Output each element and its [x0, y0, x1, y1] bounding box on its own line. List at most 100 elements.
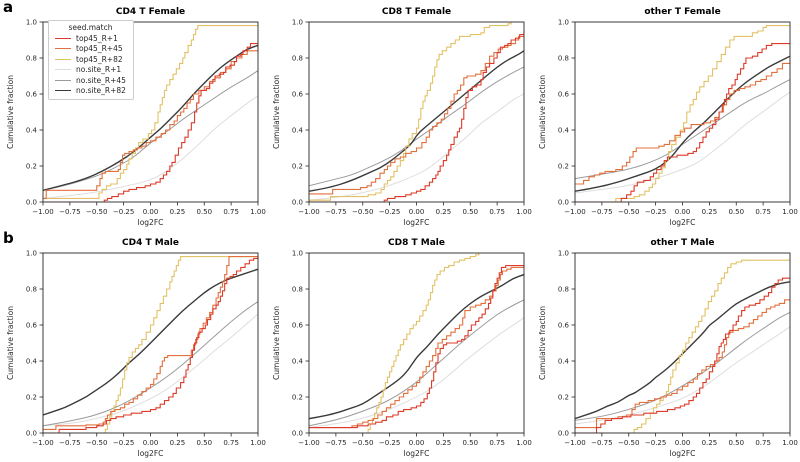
svg-text:−1.00: −1.00: [32, 208, 53, 216]
panel-other-t-male: other T Male −1.00 −0.75 −0.50 −0.25 0.00 0.25…: [533, 231, 799, 462]
svg-text:0.75: 0.75: [755, 439, 771, 447]
svg-text:1.0: 1.0: [558, 18, 569, 26]
svg-text:−0.50: −0.50: [86, 439, 107, 447]
axis-ticks: −1.00 −0.75 −0.50 −0.25 0.00 0.25 0.50 0.75 1.00…: [292, 18, 532, 216]
series-no.site_R+45: [309, 66, 524, 187]
series-top45_R+45: [575, 59, 790, 185]
svg-text:0.00: 0.00: [409, 208, 425, 216]
svg-text:1.00: 1.00: [250, 208, 266, 216]
plot-border: [574, 252, 791, 434]
legend-item-nosite-r45: no.site_R+45: [55, 75, 126, 86]
svg-text:0.75: 0.75: [489, 208, 505, 216]
svg-text:0.6: 0.6: [558, 90, 570, 98]
series-no.site_R+82: [309, 50, 524, 192]
svg-text:−0.25: −0.25: [379, 439, 400, 447]
svg-text:−0.75: −0.75: [591, 439, 612, 447]
svg-text:1.0: 1.0: [292, 249, 303, 257]
series-lines: [575, 259, 790, 433]
svg-text:0.4: 0.4: [292, 126, 304, 134]
legend-seed-match: seed.match top45_R+1 top45_R+45 top45_R+…: [48, 20, 134, 100]
legend-line-nosite-r45-icon: [55, 79, 71, 81]
series-no.site_R+82: [575, 55, 790, 192]
svg-text:0.50: 0.50: [196, 439, 212, 447]
svg-text:1.00: 1.00: [250, 439, 266, 447]
svg-text:0.4: 0.4: [558, 126, 570, 134]
svg-text:0.25: 0.25: [702, 208, 718, 216]
panel-cd4-t-male: CD4 T Male −1.00 −0.75 −0.50 −0.25 0.00 0.25 0.…: [1, 231, 267, 462]
legend-item-top45-r82: top45_R+82: [55, 54, 126, 65]
svg-text:−0.75: −0.75: [591, 208, 612, 216]
y-axis-label: Cumulative fraction: [272, 306, 281, 380]
series-lines: [43, 256, 258, 433]
series-top45_R+1: [43, 41, 258, 202]
axis-ticks: −1.00 −0.75 −0.50 −0.25 0.00 0.25 0.50 0.75 1.00…: [26, 249, 266, 447]
svg-text:0.6: 0.6: [292, 321, 304, 329]
panel-title: CD4 T Female: [116, 7, 185, 17]
svg-text:0.4: 0.4: [26, 126, 38, 134]
row-male: b CD4 T Male −1.00 −0.75 −0.50 −0.25 0.00 0.25…: [1, 229, 799, 462]
svg-text:−1.00: −1.00: [564, 208, 585, 216]
legend-item-top45-r45: top45_R+45: [55, 44, 126, 55]
legend-item-top45-r1: top45_R+1: [55, 33, 126, 44]
y-axis-label: Cumulative fraction: [6, 75, 15, 149]
panel-title: CD8 T Male: [388, 238, 445, 248]
row-label-b: b: [3, 229, 14, 247]
legend-title: seed.match: [68, 23, 113, 32]
svg-text:0.00: 0.00: [143, 208, 159, 216]
svg-text:−0.75: −0.75: [325, 439, 346, 447]
svg-text:0.75: 0.75: [755, 208, 771, 216]
svg-text:0.50: 0.50: [462, 439, 478, 447]
svg-text:−0.50: −0.50: [618, 208, 639, 216]
x-axis-label: log2FC: [138, 449, 164, 458]
svg-text:0.0: 0.0: [558, 198, 569, 206]
series-lines: [309, 22, 524, 202]
y-axis-label: Cumulative fraction: [538, 75, 547, 149]
panel-other-t-female-plot: other T Female −1.00 −0.75 −0.50 −0.25 0.00 0.…: [538, 7, 798, 227]
svg-text:−0.25: −0.25: [645, 208, 666, 216]
panel-cd8-t-male: CD8 T Male −1.00 −0.75 −0.50 −0.25 0.00 0.25 0.…: [267, 231, 533, 462]
row-female: a CD4 T Female −1.00 −0.75 −0.50 −0.25 0.00 0.…: [1, 0, 799, 231]
svg-text:0.4: 0.4: [558, 357, 570, 365]
svg-text:0.00: 0.00: [409, 439, 425, 447]
plot-border: [42, 252, 259, 434]
svg-text:0.4: 0.4: [26, 357, 38, 365]
series-no.site_R+82: [309, 273, 524, 420]
svg-text:0.0: 0.0: [292, 198, 303, 206]
svg-text:1.0: 1.0: [26, 18, 37, 26]
svg-text:0.2: 0.2: [558, 393, 569, 401]
svg-text:0.6: 0.6: [292, 90, 304, 98]
svg-text:0.0: 0.0: [26, 198, 37, 206]
svg-text:0.75: 0.75: [489, 439, 505, 447]
series-top45_R+45: [43, 256, 258, 430]
svg-text:1.00: 1.00: [516, 208, 532, 216]
series-no.site_R+1: [309, 93, 524, 201]
svg-text:0.25: 0.25: [702, 439, 718, 447]
axis-ticks: −1.00 −0.75 −0.50 −0.25 0.00 0.25 0.50 0.75 1.00…: [26, 18, 266, 216]
legend-line-top45-r45-icon: [55, 48, 71, 50]
svg-text:1.00: 1.00: [516, 439, 532, 447]
svg-text:0.6: 0.6: [26, 90, 38, 98]
svg-text:0.0: 0.0: [292, 429, 303, 437]
panel-other-t-male-plot: other T Male −1.00 −0.75 −0.50 −0.25 0.00 0.25…: [538, 238, 798, 458]
x-axis-label: log2FC: [138, 218, 164, 227]
svg-text:0.75: 0.75: [223, 439, 239, 447]
series-top45_R+1: [309, 31, 524, 202]
svg-text:0.50: 0.50: [196, 208, 212, 216]
series-lines: [309, 253, 524, 433]
series-no.site_R+45: [43, 301, 258, 427]
series-no.site_R+45: [575, 79, 790, 180]
panel-cd4-t-female: CD4 T Female −1.00 −0.75 −0.50 −0.25 0.00 0.25…: [1, 0, 267, 231]
series-no.site_R+45: [575, 311, 790, 421]
series-top45_R+1: [309, 265, 524, 429]
series-no.site_R+1: [43, 313, 258, 427]
axis-ticks: −1.00 −0.75 −0.50 −0.25 0.00 0.25 0.50 0.75 1.00…: [292, 249, 532, 447]
svg-text:0.6: 0.6: [26, 321, 38, 329]
series-top45_R+1: [575, 43, 790, 202]
svg-text:−0.25: −0.25: [113, 439, 134, 447]
svg-text:0.0: 0.0: [26, 429, 37, 437]
series-no.site_R+45: [309, 299, 524, 427]
svg-text:−1.00: −1.00: [298, 439, 319, 447]
svg-text:−0.25: −0.25: [379, 208, 400, 216]
panel-cd4-t-female-plot: CD4 T Female −1.00 −0.75 −0.50 −0.25 0.00 0.25…: [6, 7, 266, 227]
svg-text:−0.50: −0.50: [618, 439, 639, 447]
